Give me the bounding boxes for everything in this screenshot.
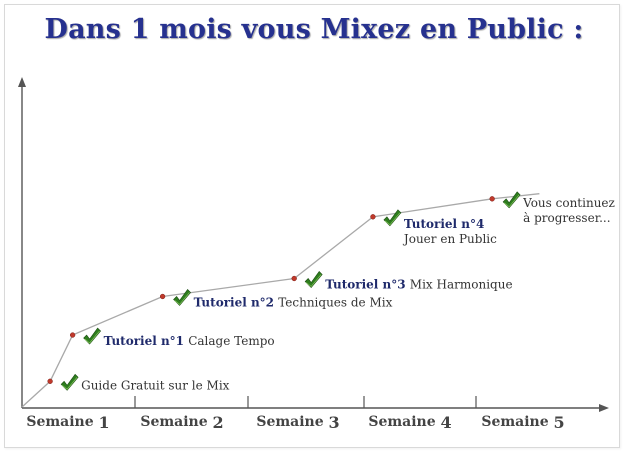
milestone-description: à progresser... bbox=[523, 211, 610, 225]
milestone-description: Guide Gratuit sur le Mix bbox=[81, 378, 230, 392]
x-tick-label: Semaine 5 bbox=[481, 413, 564, 432]
data-point-marker bbox=[69, 332, 76, 338]
checkmark-icon bbox=[173, 289, 192, 306]
milestone-title: Tutoriel n°4 bbox=[404, 217, 484, 231]
chart-frame bbox=[4, 4, 620, 448]
chart-title: Dans 1 mois vous Mixez en Public : bbox=[44, 14, 584, 45]
data-point-marker bbox=[370, 214, 376, 220]
checkmark-icon bbox=[83, 327, 102, 345]
milestone-label: Tutoriel n°1 Calage Tempo bbox=[104, 334, 275, 348]
x-tick-label: Semaine 1 bbox=[26, 413, 109, 432]
checkmark-icon bbox=[383, 209, 402, 227]
data-point-marker bbox=[159, 293, 166, 300]
data-point-marker bbox=[489, 196, 495, 202]
progress-line bbox=[21, 193, 540, 408]
x-tick-label: Semaine 2 bbox=[140, 413, 223, 432]
x-tick-label: Semaine 4 bbox=[368, 413, 451, 432]
milestone-label: Tutoriel n°2 Techniques de Mix bbox=[194, 295, 393, 309]
data-point-marker bbox=[291, 275, 297, 282]
checkmark-icon bbox=[304, 271, 323, 288]
checkmark-icon bbox=[60, 373, 79, 391]
data-point-marker bbox=[47, 378, 53, 384]
milestone-description: Jouer en Public bbox=[402, 232, 497, 246]
checkmark-icon bbox=[502, 191, 521, 209]
milestone-label: Tutoriel n°3 Mix Harmonique bbox=[325, 278, 512, 292]
x-tick-label: Semaine 3 bbox=[256, 413, 339, 432]
milestone-description: Vous continuez bbox=[522, 196, 615, 210]
